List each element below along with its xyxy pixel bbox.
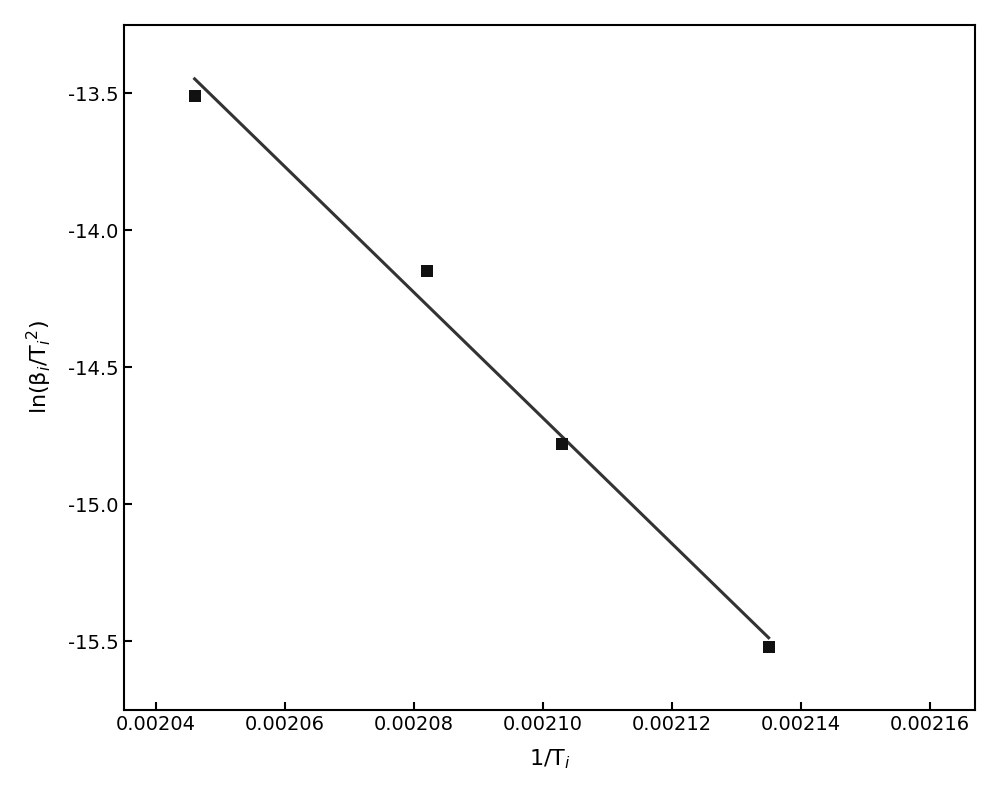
Point: [554, 438, 570, 451]
X-axis label: 1/T$_i$: 1/T$_i$: [529, 747, 570, 771]
Point: [761, 640, 777, 653]
Point: [187, 90, 203, 103]
Y-axis label: ln(β$_i$/T$_i$$^2$): ln(β$_i$/T$_i$$^2$): [25, 320, 54, 414]
Point: [419, 265, 435, 278]
